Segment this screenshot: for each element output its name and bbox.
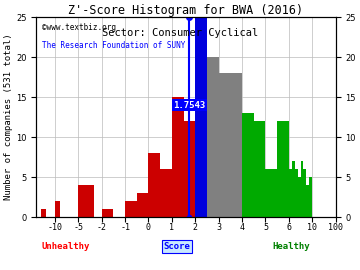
Bar bbox=[254, 121, 265, 217]
Bar bbox=[195, 17, 207, 217]
Bar bbox=[78, 185, 86, 217]
Text: Sector: Consumer Cyclical: Sector: Consumer Cyclical bbox=[102, 28, 258, 38]
Bar bbox=[137, 193, 148, 217]
Title: Z'-Score Histogram for BWA (2016): Z'-Score Histogram for BWA (2016) bbox=[68, 4, 303, 17]
Bar bbox=[125, 201, 137, 217]
Bar bbox=[298, 177, 301, 217]
Y-axis label: Number of companies (531 total): Number of companies (531 total) bbox=[4, 34, 13, 200]
Bar bbox=[303, 169, 306, 217]
Bar bbox=[86, 185, 94, 217]
Bar bbox=[172, 97, 184, 217]
Bar bbox=[306, 185, 309, 217]
Bar bbox=[277, 121, 289, 217]
Bar bbox=[184, 121, 195, 217]
Bar bbox=[207, 57, 219, 217]
Text: The Research Foundation of SUNY: The Research Foundation of SUNY bbox=[42, 41, 185, 50]
Bar bbox=[301, 161, 303, 217]
Text: Unhealthy: Unhealthy bbox=[42, 242, 90, 251]
Bar bbox=[219, 73, 230, 217]
Bar bbox=[55, 201, 59, 217]
Text: ©www.textbiz.org: ©www.textbiz.org bbox=[42, 23, 116, 32]
Bar bbox=[148, 153, 160, 217]
Bar bbox=[292, 161, 295, 217]
Bar bbox=[230, 73, 242, 217]
Bar bbox=[160, 169, 172, 217]
Text: 1.7543: 1.7543 bbox=[174, 101, 206, 110]
Bar bbox=[295, 169, 298, 217]
Bar bbox=[242, 113, 254, 217]
Bar bbox=[336, 137, 345, 217]
Bar bbox=[289, 169, 292, 217]
Bar bbox=[309, 177, 312, 217]
Bar bbox=[41, 209, 45, 217]
Bar bbox=[102, 209, 113, 217]
Text: Score: Score bbox=[163, 242, 190, 251]
Bar bbox=[265, 169, 277, 217]
Text: Healthy: Healthy bbox=[272, 242, 310, 251]
